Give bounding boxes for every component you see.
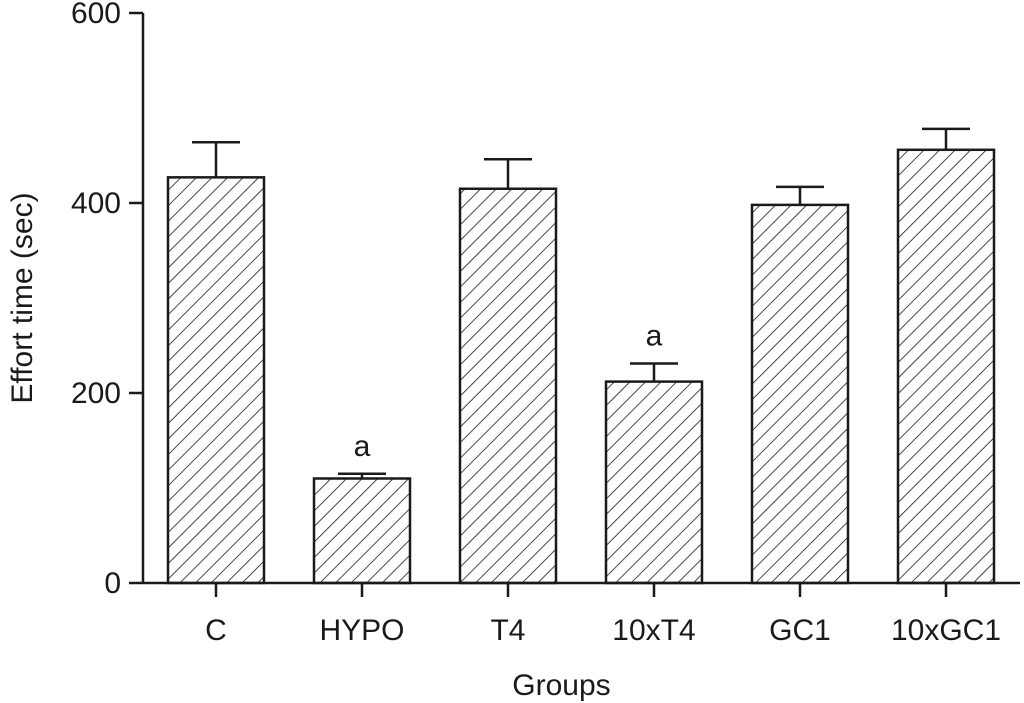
y-tick-label: 400 bbox=[71, 187, 121, 220]
significance-label: a bbox=[646, 320, 663, 353]
x-tick-label: C bbox=[205, 614, 227, 647]
bar-10xgc1 bbox=[896, 148, 996, 585]
x-tick-label: T4 bbox=[490, 614, 525, 647]
bar-gc1 bbox=[750, 203, 850, 585]
x-tick-label: HYPO bbox=[319, 614, 404, 647]
annotations: aa bbox=[354, 320, 663, 463]
y-axis-title: Effort time (sec) bbox=[6, 192, 39, 403]
bar-c bbox=[166, 176, 266, 585]
y-tick-label: 600 bbox=[71, 0, 121, 30]
bar-hypo bbox=[312, 477, 412, 585]
bar-10xt4 bbox=[604, 380, 704, 585]
x-axis-title: Groups bbox=[512, 669, 610, 702]
x-tick-label: GC1 bbox=[769, 614, 831, 647]
x-ticks: C HYPO T4 10xT4 GC1 10xGC1 bbox=[205, 583, 1001, 647]
x-tick-label: 10xGC1 bbox=[891, 614, 1001, 647]
y-tick-label: 200 bbox=[71, 377, 121, 410]
axes bbox=[141, 13, 1020, 585]
error-bars bbox=[192, 127, 970, 479]
x-tick-label: 10xT4 bbox=[612, 614, 695, 647]
y-ticks: 0 200 400 600 bbox=[71, 0, 143, 600]
significance-label: a bbox=[354, 430, 371, 463]
bar-t4 bbox=[458, 187, 558, 585]
bars bbox=[166, 148, 996, 585]
y-tick-label: 0 bbox=[104, 567, 121, 600]
